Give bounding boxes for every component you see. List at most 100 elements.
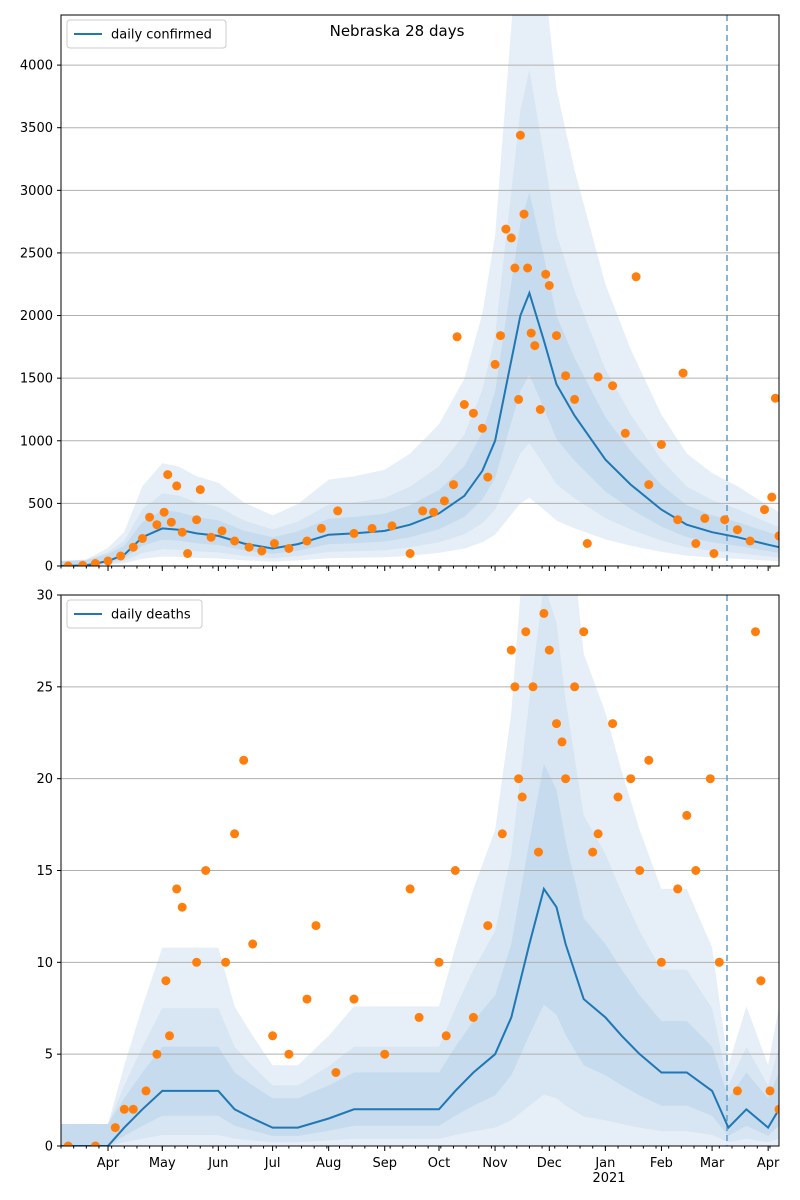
data-point <box>544 281 554 290</box>
deaths-plot-area <box>61 608 779 1146</box>
data-point <box>534 847 543 857</box>
data-point <box>635 866 645 875</box>
x-tick-label: Feb <box>650 1156 673 1171</box>
data-point <box>613 792 623 802</box>
data-point <box>452 332 462 342</box>
data-point <box>418 506 428 516</box>
y-tick-label: 0 <box>45 1140 53 1155</box>
data-point <box>720 515 730 525</box>
data-point <box>217 526 227 536</box>
data-point <box>709 549 719 558</box>
confirmed-y-axis: 0 500 1000 1500 2000 2500 3000 3500 4000 <box>20 59 61 575</box>
data-point <box>441 1031 451 1041</box>
data-point <box>765 1086 775 1096</box>
y-tick-label: 3500 <box>20 121 53 136</box>
data-point <box>557 737 567 747</box>
data-point <box>767 492 777 502</box>
data-point <box>128 542 138 552</box>
data-point <box>302 994 312 1004</box>
data-point <box>519 209 529 219</box>
data-point <box>483 472 493 482</box>
data-point <box>732 525 742 535</box>
data-point <box>201 866 211 875</box>
data-point <box>608 381 618 391</box>
x-tick-label: Oct <box>428 1156 450 1171</box>
data-point <box>311 921 321 931</box>
data-point <box>434 957 444 967</box>
chart-title: Nebraska 28 days <box>330 22 465 40</box>
x-tick-label: Aug <box>316 1156 341 1171</box>
series-line <box>61 289 779 566</box>
data-point <box>429 507 439 517</box>
data-point <box>331 1068 341 1077</box>
x-tick-label: Mar <box>700 1156 725 1171</box>
x-tick-label: Jan <box>594 1156 615 1171</box>
data-point <box>644 480 654 490</box>
data-point <box>756 976 766 986</box>
x-tick-label: Jun <box>207 1156 228 1171</box>
x-tick-label: Nov <box>482 1156 508 1171</box>
data-point <box>552 331 561 341</box>
data-point <box>705 774 715 784</box>
data-point <box>152 520 162 530</box>
data-point <box>570 682 580 692</box>
y-tick-label: 10 <box>36 956 53 971</box>
x-axis-year-label: 2021 <box>592 1171 625 1186</box>
data-point <box>439 496 449 506</box>
data-point <box>515 130 525 140</box>
data-point <box>103 556 113 566</box>
data-point <box>119 1104 129 1114</box>
y-tick-label: 1000 <box>20 434 53 449</box>
data-point <box>163 470 173 480</box>
data-point <box>468 1012 478 1022</box>
data-point <box>544 645 554 655</box>
data-point <box>367 523 377 533</box>
data-point <box>751 627 760 637</box>
deaths-legend-label: daily deaths <box>111 608 191 623</box>
data-point <box>691 539 701 548</box>
data-point <box>644 755 654 765</box>
data-point <box>192 957 202 967</box>
data-point <box>552 719 561 729</box>
confirmed-panel: 0 500 1000 1500 2000 2500 3000 3500 4000 Nebrask… <box>20 14 780 575</box>
data-point <box>165 1031 174 1041</box>
y-tick-label: 30 <box>36 589 53 604</box>
y-tick-label: 1500 <box>20 372 53 387</box>
data-point <box>656 957 666 967</box>
data-point <box>593 829 603 839</box>
data-point <box>561 371 571 381</box>
data-point <box>172 884 182 894</box>
data-point <box>506 645 516 655</box>
x-tick-label: May <box>149 1156 176 1171</box>
data-point <box>579 627 589 637</box>
y-tick-label: 500 <box>28 497 53 512</box>
series-line <box>61 886 779 1146</box>
data-point <box>593 372 603 382</box>
confirmed-legend-label: daily confirmed <box>111 28 212 43</box>
data-point <box>90 1141 100 1146</box>
uncertainty-band <box>61 192 779 566</box>
data-point <box>510 263 520 273</box>
data-point <box>177 902 187 912</box>
data-point <box>333 506 343 516</box>
data-point <box>539 608 549 618</box>
data-point <box>570 394 580 404</box>
data-point <box>528 682 538 692</box>
x-tick-label: Jul <box>264 1156 281 1171</box>
data-point <box>110 1123 120 1133</box>
data-point <box>349 994 359 1004</box>
data-point <box>172 481 182 491</box>
data-point <box>620 428 630 438</box>
data-point <box>63 1141 73 1146</box>
data-point <box>195 485 205 495</box>
data-point <box>141 1086 151 1096</box>
data-point <box>626 774 636 784</box>
data-point <box>192 515 202 525</box>
data-point <box>770 393 779 403</box>
deaths-panel: 0 5 10 15 20 25 30 Apr May Jun Jul Aug Sep Oct Nov Dec… <box>36 589 780 1187</box>
data-point <box>588 847 598 857</box>
data-point <box>745 536 755 546</box>
data-point <box>760 505 769 515</box>
data-point <box>206 532 216 542</box>
